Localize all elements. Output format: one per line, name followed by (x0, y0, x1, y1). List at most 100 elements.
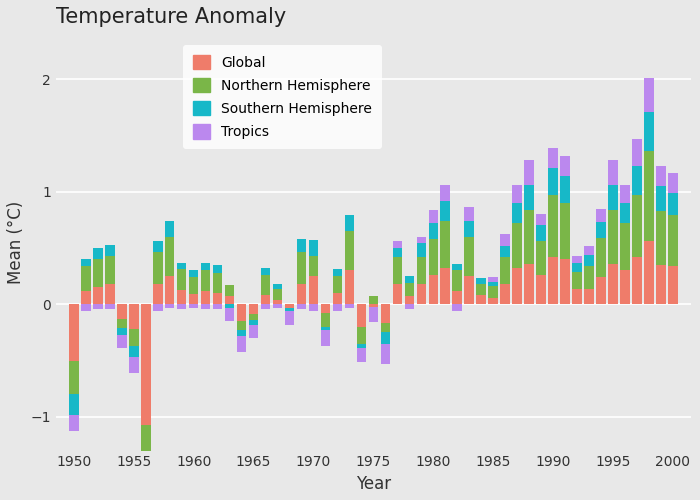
Bar (297, 284, 307, 304)
Bar (165, 236, 174, 276)
Bar (105, 256, 115, 284)
Bar (656, 186, 666, 211)
Bar (608, 160, 618, 185)
Bar (201, 270, 211, 291)
Bar (344, 216, 354, 231)
Bar (381, 344, 390, 364)
Bar (225, 308, 235, 321)
Bar (356, 348, 366, 362)
Bar (632, 195, 642, 257)
Bar (129, 304, 139, 329)
Bar (237, 330, 246, 336)
Bar (201, 291, 211, 304)
Bar (321, 304, 330, 314)
Bar (69, 394, 78, 414)
Bar (405, 296, 414, 304)
Bar (596, 238, 606, 278)
Bar (500, 284, 510, 304)
Bar (297, 304, 307, 309)
Bar (189, 278, 198, 294)
Bar (297, 239, 307, 252)
Bar (393, 257, 402, 284)
Bar (573, 272, 582, 288)
Bar (285, 311, 294, 324)
Bar (512, 185, 522, 203)
Bar (620, 270, 630, 304)
Bar (464, 276, 474, 304)
Bar (273, 284, 282, 288)
Bar (93, 248, 103, 259)
Bar (129, 346, 139, 357)
Bar (153, 252, 162, 284)
Bar (584, 266, 594, 288)
Bar (273, 300, 282, 304)
Bar (548, 257, 558, 304)
Bar (548, 195, 558, 257)
Bar (548, 148, 558, 168)
Bar (93, 259, 103, 288)
Bar (477, 296, 486, 304)
Bar (81, 266, 90, 291)
Bar (524, 210, 534, 264)
Bar (620, 203, 630, 223)
Bar (93, 288, 103, 304)
Bar (177, 304, 186, 309)
Bar (189, 304, 198, 308)
Bar (524, 185, 534, 210)
Bar (201, 304, 211, 309)
Bar (237, 321, 246, 330)
Bar (632, 257, 642, 304)
Bar (596, 208, 606, 222)
Bar (477, 278, 486, 284)
Bar (440, 200, 450, 221)
Bar (512, 268, 522, 304)
Bar (201, 262, 211, 270)
Bar (321, 330, 330, 346)
Bar (261, 296, 270, 304)
Bar (524, 264, 534, 304)
Bar (248, 304, 258, 314)
Bar (225, 285, 235, 296)
Bar (608, 210, 618, 264)
Bar (560, 259, 570, 304)
Bar (644, 78, 654, 112)
Bar (416, 244, 426, 257)
Bar (620, 185, 630, 203)
Bar (668, 193, 678, 216)
Bar (596, 278, 606, 304)
Bar (213, 304, 223, 309)
Bar (668, 266, 678, 304)
Bar (213, 272, 223, 293)
Bar (369, 296, 378, 304)
Bar (285, 304, 294, 308)
Bar (428, 275, 438, 304)
Bar (177, 270, 186, 289)
Bar (512, 223, 522, 268)
Bar (81, 259, 90, 266)
Bar (452, 270, 462, 291)
Bar (584, 246, 594, 254)
Bar (141, 458, 150, 486)
Bar (393, 284, 402, 304)
Bar (668, 172, 678, 193)
Bar (428, 210, 438, 223)
Bar (536, 241, 546, 275)
Bar (393, 248, 402, 257)
Bar (248, 324, 258, 338)
Bar (608, 185, 618, 210)
X-axis label: Year: Year (356, 475, 391, 493)
Bar (81, 304, 90, 311)
Bar (213, 265, 223, 272)
Bar (489, 286, 498, 298)
Bar (141, 486, 150, 500)
Bar (69, 414, 78, 432)
Bar (416, 284, 426, 304)
Bar (416, 236, 426, 244)
Bar (344, 231, 354, 270)
Bar (129, 357, 139, 373)
Bar (273, 288, 282, 300)
Bar (309, 276, 318, 304)
Bar (644, 241, 654, 304)
Bar (344, 270, 354, 304)
Bar (536, 214, 546, 226)
